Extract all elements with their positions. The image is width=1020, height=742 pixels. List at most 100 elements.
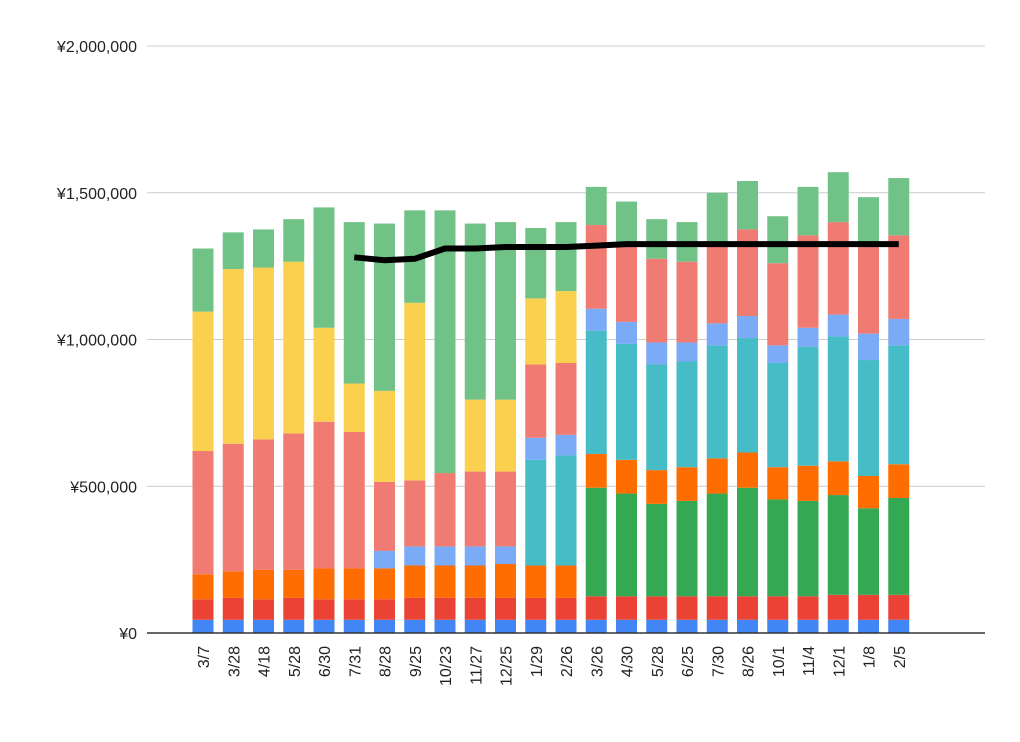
- bar-segment: [283, 569, 305, 598]
- bar-segment: [706, 192, 728, 246]
- bar-segment: [525, 298, 547, 365]
- bar-segment: [676, 361, 698, 468]
- x-tick-label: 4/18: [257, 646, 274, 677]
- bar-segment: [253, 229, 274, 268]
- bar-segment: [374, 223, 395, 391]
- bar-segment: [495, 399, 516, 472]
- y-tick-label: ¥2,000,000: [56, 39, 137, 56]
- bar-segment: [192, 619, 214, 633]
- x-tick-label: 11/4: [801, 646, 818, 676]
- bar-segment: [404, 597, 426, 620]
- bar-segment: [767, 362, 789, 468]
- bar-segment: [525, 459, 547, 566]
- bar-segment: [585, 186, 607, 226]
- bar-segment: [343, 619, 365, 633]
- bar-segment: [646, 503, 668, 597]
- bar-segment: [434, 619, 456, 633]
- bar-segment: [676, 342, 698, 362]
- bar-segment: [222, 619, 244, 633]
- bar-segment: [737, 596, 758, 620]
- x-tick-label: 10/1: [771, 646, 788, 677]
- bar-segment: [374, 619, 395, 633]
- bar-segment: [525, 364, 547, 438]
- bar-segment: [767, 216, 789, 264]
- bar-segment: [464, 597, 486, 620]
- bar-segment: [767, 263, 789, 346]
- bar-segment: [525, 227, 547, 299]
- bar-segment: [827, 314, 849, 337]
- bar-segment: [374, 550, 395, 569]
- x-tick-label: 2/26: [559, 646, 576, 677]
- x-tick-label: 4/30: [620, 646, 637, 677]
- bar-segment: [646, 596, 668, 620]
- bar-segment: [222, 232, 244, 270]
- x-tick-label: 11/27: [468, 646, 485, 685]
- x-tick-label: 7/30: [710, 646, 727, 677]
- bar-segment: [343, 568, 365, 600]
- bar-segment: [888, 318, 910, 346]
- bar-segment: [313, 619, 335, 633]
- bar-segment: [253, 569, 274, 600]
- bar-segment: [525, 597, 547, 620]
- bar-segment: [404, 480, 426, 547]
- bar-segment: [555, 434, 577, 456]
- x-tick-label: 3/28: [226, 646, 243, 677]
- bar-segment: [283, 433, 305, 570]
- bar-segment: [343, 431, 365, 569]
- bar-segment: [555, 291, 577, 363]
- bar-segment: [464, 223, 486, 400]
- bar-segment: [616, 343, 637, 460]
- bar-segment: [737, 316, 758, 339]
- bar-segment: [464, 399, 486, 472]
- bar-segment: [767, 499, 789, 597]
- bar-segment: [343, 599, 365, 620]
- bar-segment: [797, 500, 819, 597]
- bar-segment: [343, 222, 365, 384]
- x-tick-label: 7/31: [347, 646, 364, 677]
- bar-segment: [192, 311, 214, 452]
- bar-segment: [888, 178, 910, 236]
- bar-segment: [434, 565, 456, 598]
- bar-segment: [283, 261, 305, 434]
- bar-segment: [222, 597, 244, 620]
- bar-segment: [343, 383, 365, 432]
- bar-segment: [797, 619, 819, 633]
- y-tick-label: ¥0: [118, 626, 137, 643]
- x-tick-label: 5/28: [287, 646, 304, 677]
- bar-segment: [616, 493, 637, 597]
- bar-segment: [858, 360, 879, 476]
- bar-segment: [888, 235, 910, 319]
- bar-segment: [313, 568, 335, 600]
- bar-segment: [313, 207, 335, 328]
- bar-segment: [888, 619, 910, 633]
- x-tick-label: 1/29: [529, 646, 546, 677]
- bar-segment: [404, 302, 426, 481]
- bar-segment: [555, 597, 577, 620]
- bar-segment: [585, 619, 607, 633]
- bar-segment: [858, 247, 879, 334]
- x-tick-label: 3/7: [196, 646, 213, 668]
- bar-segment: [495, 619, 516, 633]
- bar-segment: [434, 210, 456, 474]
- bar-segment: [585, 596, 607, 620]
- bar-segment: [888, 497, 910, 595]
- bar-segment: [495, 471, 516, 547]
- x-tick-label: 8/26: [741, 646, 758, 677]
- bar-segment: [192, 574, 214, 600]
- bar-segment: [404, 565, 426, 598]
- bar-segment: [555, 222, 577, 292]
- bar-segment: [283, 619, 305, 633]
- y-tick-label: ¥1,500,000: [56, 186, 137, 203]
- bar-segment: [464, 565, 486, 598]
- bar-segment: [646, 342, 668, 365]
- bar-segment: [495, 564, 516, 598]
- bar-segment: [646, 219, 668, 259]
- bar-segment: [888, 345, 910, 465]
- bar-segment: [374, 390, 395, 482]
- x-tick-label: 8/28: [378, 646, 395, 677]
- bar-segment: [404, 546, 426, 566]
- bar-segment: [737, 619, 758, 633]
- x-tick-label: 10/23: [438, 646, 455, 686]
- bar-segment: [253, 619, 274, 633]
- bar-segment: [646, 364, 668, 471]
